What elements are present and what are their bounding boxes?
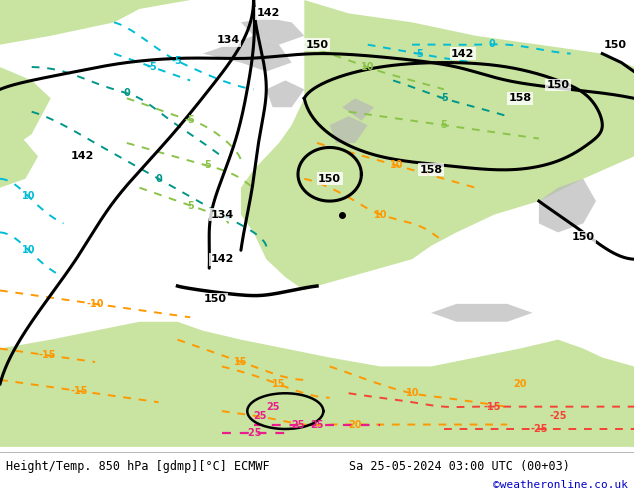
Text: 25: 25 — [253, 411, 267, 420]
Text: Sa 25-05-2024 03:00 UTC (00+03): Sa 25-05-2024 03:00 UTC (00+03) — [349, 460, 569, 473]
Text: -5: -5 — [413, 49, 424, 59]
Text: 10: 10 — [22, 245, 35, 255]
Text: -15: -15 — [483, 402, 501, 412]
Text: 5: 5 — [187, 200, 194, 211]
Text: -15: -15 — [71, 386, 88, 396]
Text: 142: 142 — [71, 151, 94, 161]
Polygon shape — [0, 0, 190, 45]
Text: 134: 134 — [210, 210, 233, 220]
Text: 150: 150 — [204, 294, 227, 304]
Text: 142: 142 — [210, 254, 233, 264]
Polygon shape — [0, 67, 51, 156]
Text: -25: -25 — [549, 411, 567, 420]
Text: 25: 25 — [266, 402, 280, 412]
Text: -5: -5 — [172, 56, 183, 66]
Text: 15: 15 — [235, 357, 248, 367]
Polygon shape — [203, 36, 292, 72]
Text: 25: 25 — [291, 419, 305, 430]
Polygon shape — [266, 80, 304, 107]
Text: Height/Temp. 850 hPa [gdmp][°C] ECMWF: Height/Temp. 850 hPa [gdmp][°C] ECMWF — [6, 460, 270, 473]
Text: -5: -5 — [439, 94, 450, 103]
Text: 150: 150 — [547, 80, 569, 90]
Text: -25: -25 — [245, 428, 262, 439]
Polygon shape — [241, 0, 634, 291]
Polygon shape — [431, 304, 533, 322]
Text: 10: 10 — [22, 191, 35, 201]
Text: 10: 10 — [361, 62, 374, 72]
Polygon shape — [241, 18, 304, 45]
Text: 0: 0 — [488, 39, 495, 49]
Text: 10: 10 — [390, 160, 403, 171]
Text: 158: 158 — [508, 93, 531, 103]
Polygon shape — [0, 322, 634, 447]
Text: ©weatheronline.co.uk: ©weatheronline.co.uk — [493, 480, 628, 490]
Text: -10: -10 — [87, 299, 104, 309]
Text: -5: -5 — [147, 62, 158, 72]
Text: 158: 158 — [420, 165, 443, 175]
Polygon shape — [342, 98, 374, 121]
Text: 134: 134 — [217, 35, 240, 45]
Text: 5: 5 — [441, 120, 448, 130]
Polygon shape — [539, 179, 596, 232]
Polygon shape — [330, 116, 368, 143]
Text: -5: -5 — [202, 160, 212, 171]
Text: 150: 150 — [604, 40, 626, 49]
Text: 20: 20 — [513, 379, 527, 390]
Text: 10: 10 — [406, 388, 419, 398]
Text: 142: 142 — [451, 49, 474, 59]
Text: 0: 0 — [124, 88, 131, 98]
Text: -25: -25 — [531, 424, 548, 434]
Text: 0: 0 — [155, 174, 162, 184]
Text: 150: 150 — [306, 40, 328, 49]
Text: -15: -15 — [39, 350, 56, 360]
Polygon shape — [0, 125, 38, 188]
Text: -5: -5 — [185, 115, 196, 125]
Text: 25: 25 — [311, 419, 324, 430]
Text: 150: 150 — [572, 232, 595, 242]
Text: 150: 150 — [318, 174, 341, 184]
Text: 142: 142 — [257, 8, 280, 19]
Text: 20: 20 — [349, 419, 362, 430]
Text: 15: 15 — [273, 379, 286, 390]
Text: 10: 10 — [374, 210, 387, 220]
